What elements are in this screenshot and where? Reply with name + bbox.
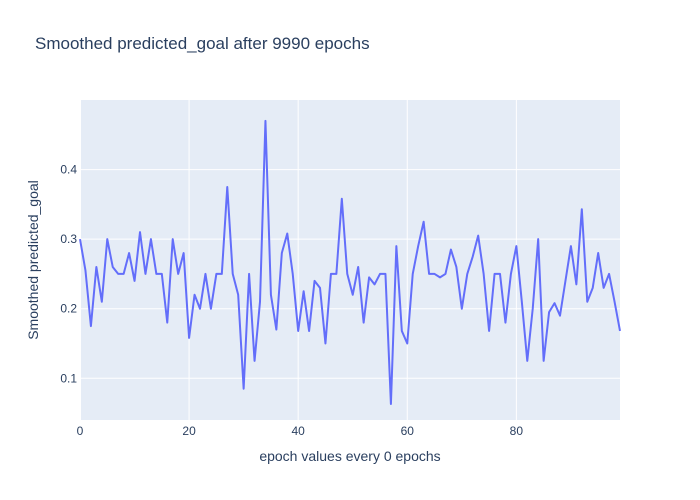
x-tick-label: 40 (292, 424, 306, 438)
chart-title: Smoothed predicted_goal after 9990 epoch… (35, 34, 370, 53)
x-tick-label: 80 (510, 424, 524, 438)
x-tick-label: 60 (401, 424, 415, 438)
x-axis-title: epoch values every 0 epochs (259, 448, 440, 464)
tick-labels: 0 20 40 60 80 0.1 0.2 0.3 0.4 (60, 163, 523, 438)
y-tick-label: 0.3 (60, 232, 77, 246)
x-tick-label: 20 (182, 424, 196, 438)
plot-area (80, 100, 620, 420)
grid (79, 100, 620, 420)
x-tick-label: 0 (77, 424, 84, 438)
y-tick-label: 0.4 (60, 163, 77, 177)
y-tick-label: 0.2 (60, 302, 77, 316)
y-tick-label: 0.1 (60, 371, 77, 385)
series-line (79, 119, 621, 405)
y-axis-title: Smoothed predicted_goal (25, 180, 41, 340)
